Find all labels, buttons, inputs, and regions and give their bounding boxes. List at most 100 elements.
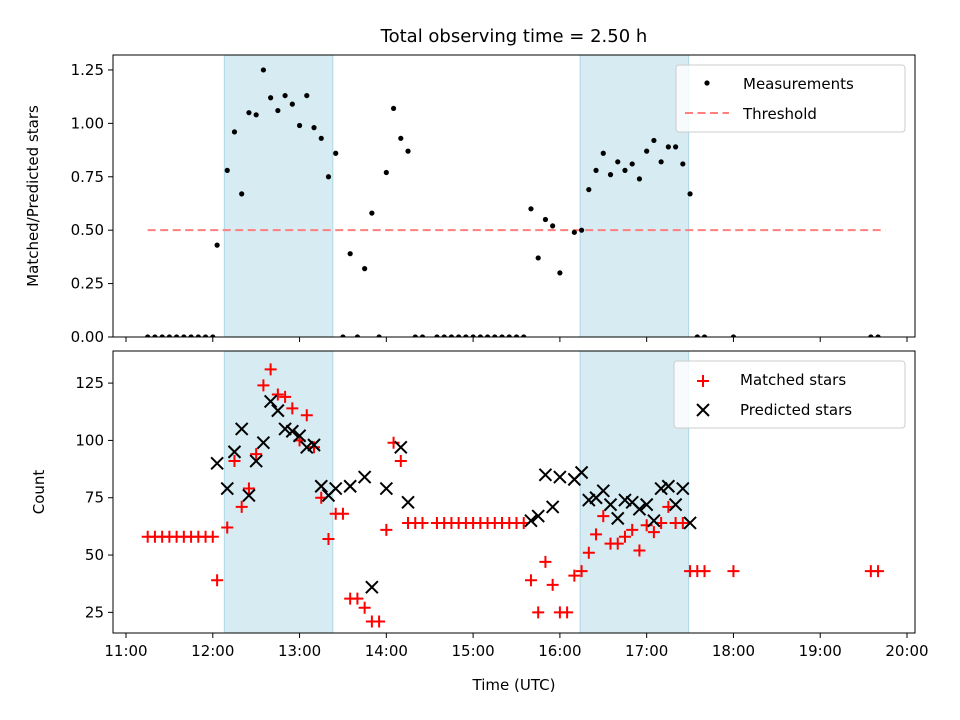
measurement-point [550,223,556,229]
predicted-star-point [676,481,690,496]
predicted-star-point [394,440,408,455]
legend-measurements-marker [704,80,710,86]
measurement-point [405,148,411,154]
predicted-star-point [545,500,560,514]
top-y-tick-label: 1.25 [71,61,104,79]
measurement-point [166,334,172,337]
measurement-point [535,255,541,261]
measurement-point [694,334,700,337]
measurement-point [578,227,585,233]
bottom-x-tick-label: 17:00 [625,642,668,660]
predicted-star-point [596,484,610,498]
matched-star-point [308,441,321,454]
measurement-point [246,110,252,116]
predicted-star-point [401,495,415,510]
measurement-point [239,191,245,197]
matched-star-point [211,574,224,587]
matched-star-point [524,574,537,587]
matched-star-point [582,546,595,559]
measurement-point [665,144,671,150]
legend-measurements-label: Measurements [743,75,854,93]
measurement-point [672,144,679,150]
measurement-point [398,135,404,141]
measurement-point [304,92,310,99]
measurement-point [268,95,274,101]
bottom-x-tick-label: 18:00 [712,642,755,660]
matched-star-point [590,528,603,541]
predicted-star-point [574,465,589,480]
predicted-star-point [292,429,307,443]
matched-star-point [206,530,219,543]
bottom-y-tick-label: 100 [75,431,104,449]
predicted-star-point [285,424,300,438]
predicted-star-point [220,481,234,496]
measurement-point [347,251,353,257]
measurement-point [296,122,303,129]
matched-star-point [727,565,740,578]
measurement-point [214,242,220,248]
matched-star-point [872,565,885,578]
measurement-point [333,150,339,156]
predicted-star-point [210,456,224,471]
predicted-star-point [379,481,394,496]
predicted-star-point [531,509,545,523]
predicted-star-point [307,438,321,452]
measurement-point [195,334,201,337]
measurement-point [875,334,881,337]
measurement-point [188,334,194,337]
measurement-point [376,334,382,337]
top-y-tick-label: 1.00 [71,114,104,132]
measurement-point [174,334,180,337]
predicted-star-point [242,488,256,503]
measurement-point [325,174,332,180]
measurement-point [600,150,606,156]
matched-star-point [250,448,263,461]
predicted-star-point [661,479,676,493]
measurement-point [593,167,599,173]
predicted-star-point [300,440,314,455]
predicted-star-point [553,470,567,484]
measurement-point [419,334,426,337]
predicted-star-point [683,516,697,530]
matched-star-point [597,510,610,523]
bottom-y-axis-label: Count [30,470,48,515]
top-legend-box [675,64,906,133]
predicted-star-point [329,481,343,496]
matched-star-point [546,578,559,591]
matched-star-point [286,402,299,415]
predicted-star-point [603,497,618,512]
bottom-x-tick-label: 13:00 [278,642,321,660]
top-legend: Measurements Threshold [675,64,906,133]
matched-star-point [394,455,407,468]
bottom-legend-box [673,360,906,429]
bottom-axes-frame [112,350,916,634]
matched-star-point [647,526,660,539]
measurement-point [701,334,708,337]
measurement-point [615,159,621,165]
matched-star-point [322,533,335,545]
legend-threshold-label: Threshold [742,105,817,123]
matched-star-point [561,606,574,619]
matched-star-point [676,516,689,529]
measurement-point [586,186,592,193]
measurement-point [542,216,549,223]
measurement-point [477,334,483,337]
bottom-y-tick-label: 50 [85,546,104,564]
predicted-star-point [343,479,357,493]
legend-predicted-marker [696,403,710,417]
top-shaded-interval [579,54,690,338]
matched-star-point [300,409,313,422]
measurement-point [499,334,505,337]
x-axis-label: Time (UTC) [472,676,556,694]
predicted-star-point [234,422,249,436]
bottom-x-tick-label: 19:00 [799,642,842,660]
measurement-point [152,334,158,337]
matched-star-point [336,507,349,520]
measurement-point [311,125,317,131]
measurement-point [289,101,295,107]
measurement-point [318,135,324,141]
top-panel: 0.00 0.25 0.50 0.75 1.00 1.25 Measurements Thre… [71,54,916,346]
matched-star-point [380,523,393,536]
predicted-star-point [639,497,654,512]
top-y-axis-label: Matched/Predicted stars [24,105,42,287]
